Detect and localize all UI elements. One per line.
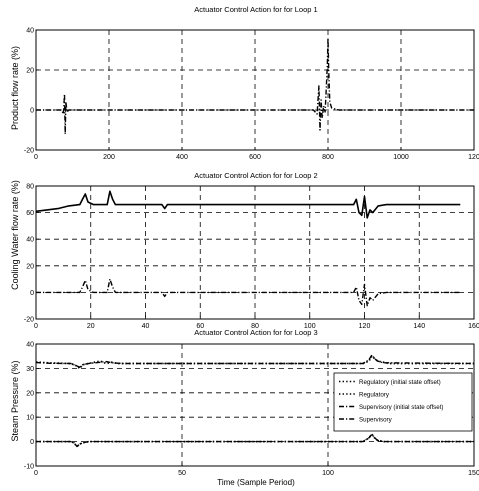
x-tick-label: 0 <box>34 154 38 161</box>
y-tick-label: 10 <box>26 415 34 422</box>
chart-title-1: Actuator Control Action for for Loop 1 <box>194 5 317 14</box>
legend-entry: Regulatory <box>359 392 390 399</box>
y-tick-label: 20 <box>26 390 34 397</box>
x-tick-label: 200 <box>103 154 115 161</box>
x-tick-label: 600 <box>249 154 261 161</box>
y-tick-label: 0 <box>30 290 34 297</box>
series-line-1 <box>36 191 460 218</box>
x-tick-label: 150 <box>468 470 479 477</box>
panel-2: Actuator Control Action for for Loop 2 C… <box>10 171 479 330</box>
y-tick-label: 0 <box>30 439 34 446</box>
chart-title-3: Actuator Control Action for for Loop 3 <box>194 328 317 337</box>
series-line-2 <box>36 279 460 306</box>
x-tick-label: 0 <box>34 323 38 330</box>
x-tick-label: 140 <box>413 323 425 330</box>
x-tick-label: 0 <box>34 470 38 477</box>
chart-title-2: Actuator Control Action for for Loop 2 <box>194 171 317 180</box>
y-axis-label-3: Steam Pressure (%) <box>10 360 20 441</box>
y-axis-label-2: Cooling Water flow rate (%) <box>10 180 20 290</box>
y-tick-label: 40 <box>26 237 34 244</box>
x-tick-label: 400 <box>176 154 188 161</box>
y-tick-label: -20 <box>24 317 34 324</box>
x-tick-label: 800 <box>322 154 334 161</box>
legend-entry: Supervisory <box>359 417 393 424</box>
x-tick-label: 120 <box>468 154 479 161</box>
x-tick-label: 100 <box>322 470 334 477</box>
x-tick-label: 1000 <box>393 154 409 161</box>
y-tick-label: 20 <box>26 263 34 270</box>
x-tick-label: 50 <box>178 470 186 477</box>
y-tick-label: 40 <box>26 342 34 349</box>
y-tick-label: 20 <box>26 68 34 75</box>
series-line-4 <box>36 434 474 446</box>
y-tick-label: 60 <box>26 210 34 217</box>
x-tick-label: 120 <box>359 323 371 330</box>
y-tick-label: -10 <box>24 464 34 471</box>
legend-entry: Supervisory (initial state offset) <box>359 404 443 411</box>
x-tick-label: 160 <box>468 323 479 330</box>
x-tick-label: 20 <box>87 323 95 330</box>
panel-3: Actuator Control Action for for Loop 3 S… <box>10 328 479 477</box>
series-line-2 <box>36 434 474 446</box>
y-tick-label: -20 <box>24 148 34 155</box>
y-tick-label: 30 <box>26 366 34 373</box>
x-tick-label: 40 <box>142 323 150 330</box>
y-tick-label: 80 <box>26 184 34 191</box>
legend-entry: Regulatory (initial state offset) <box>359 379 441 386</box>
panel-1: Actuator Control Action for for Loop 1 P… <box>10 5 479 161</box>
y-tick-label: 40 <box>26 28 34 35</box>
y-tick-label: 0 <box>30 108 34 115</box>
y-axis-label-1: Product flow rate (%) <box>10 46 20 130</box>
legend: Regulatory (initial state offset) Regulat… <box>334 373 472 431</box>
x-axis-label: Time (Sample Period) <box>217 478 295 487</box>
